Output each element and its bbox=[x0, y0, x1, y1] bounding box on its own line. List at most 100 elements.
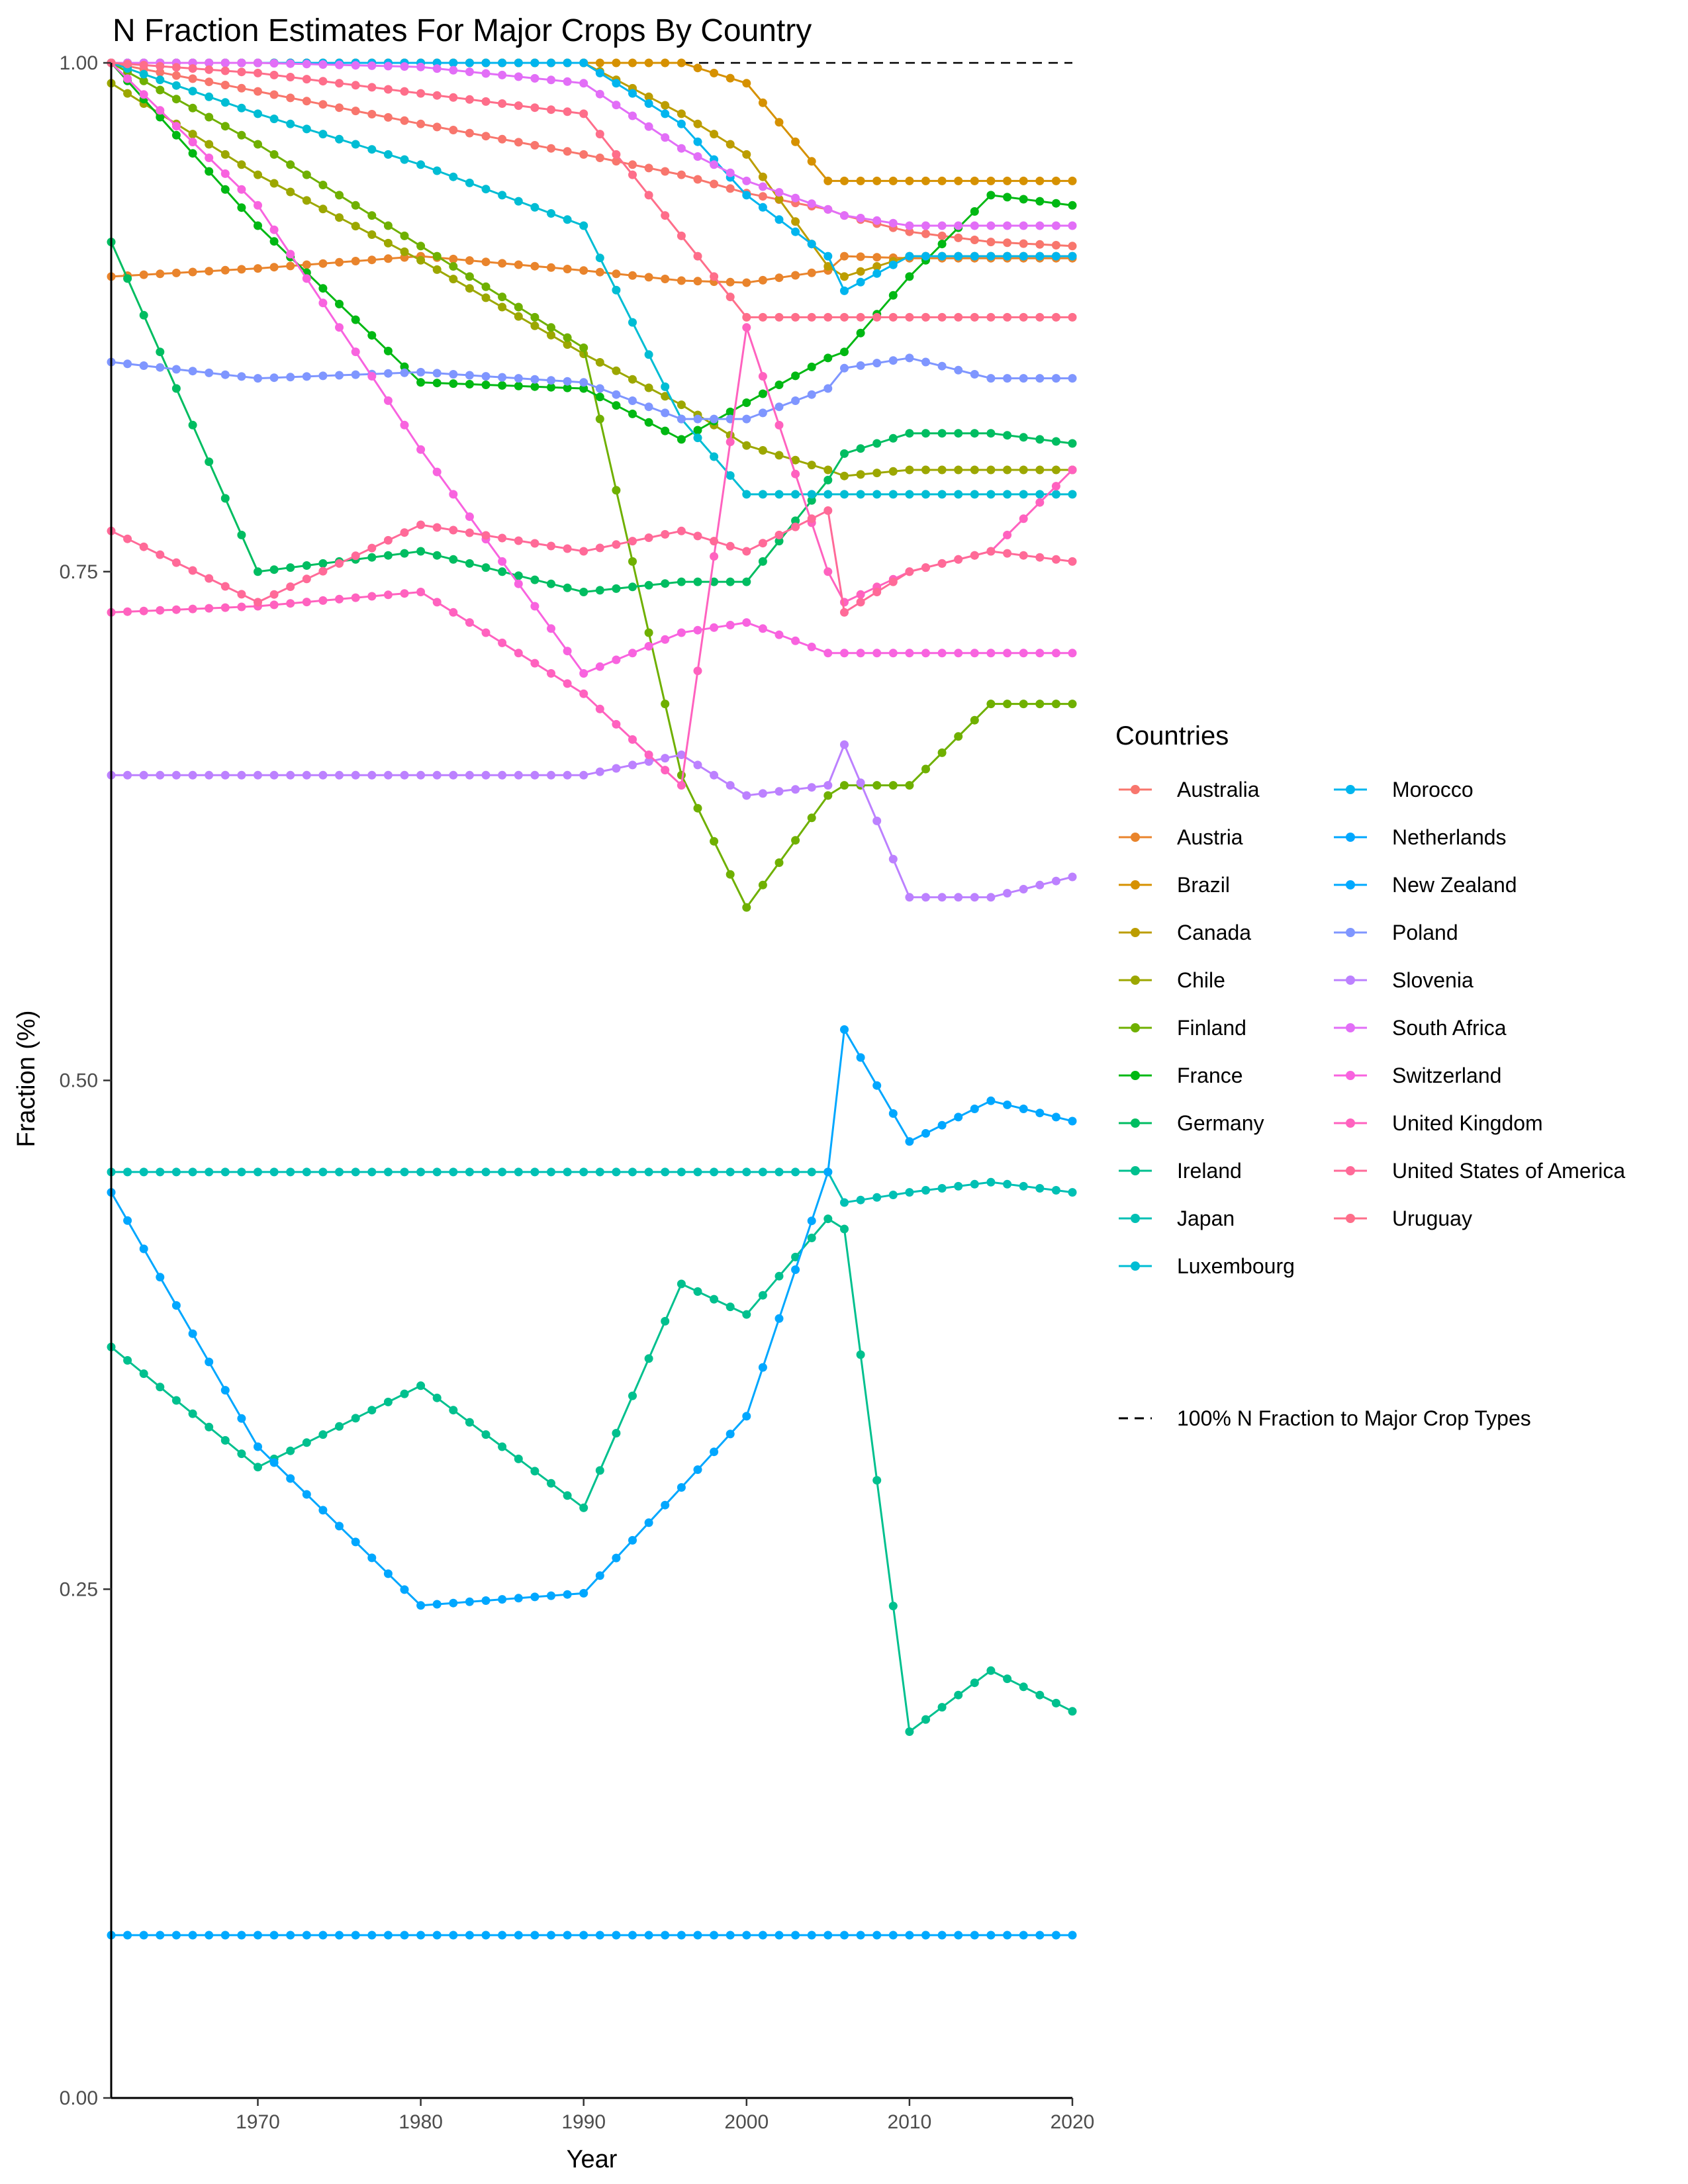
data-point bbox=[595, 267, 604, 277]
data-point bbox=[156, 550, 165, 559]
data-point bbox=[612, 269, 621, 279]
data-point bbox=[791, 396, 800, 405]
data-point bbox=[595, 89, 604, 99]
data-point bbox=[677, 400, 686, 410]
data-point bbox=[171, 95, 181, 104]
data-point bbox=[400, 62, 409, 71]
data-point bbox=[726, 168, 735, 177]
data-point bbox=[318, 559, 328, 568]
data-point bbox=[237, 160, 246, 169]
data-point bbox=[498, 381, 507, 390]
data-point bbox=[986, 238, 996, 247]
data-point bbox=[383, 85, 393, 94]
data-point bbox=[237, 130, 246, 140]
data-point bbox=[465, 1418, 474, 1427]
data-point bbox=[335, 770, 344, 780]
data-point bbox=[156, 68, 165, 77]
data-point bbox=[205, 574, 214, 583]
data-point bbox=[823, 262, 833, 271]
data-point bbox=[530, 1467, 539, 1476]
data-point bbox=[498, 302, 507, 312]
data-point bbox=[986, 649, 996, 658]
legend-key-point bbox=[1131, 833, 1140, 842]
data-point bbox=[432, 166, 442, 175]
data-point bbox=[595, 154, 604, 162]
data-point bbox=[237, 1449, 246, 1459]
legend-item: Slovenia bbox=[1334, 968, 1474, 992]
data-point bbox=[156, 347, 165, 357]
legend-label: Finland bbox=[1177, 1016, 1246, 1040]
data-point bbox=[791, 490, 800, 499]
data-point bbox=[1051, 1186, 1060, 1195]
data-point bbox=[237, 68, 246, 77]
data-point bbox=[286, 1167, 295, 1177]
data-point bbox=[335, 191, 344, 200]
data-point bbox=[758, 172, 767, 181]
data-point bbox=[742, 176, 751, 185]
data-point bbox=[563, 1590, 572, 1599]
data-point bbox=[1035, 1931, 1045, 1940]
data-point bbox=[840, 608, 849, 617]
data-point bbox=[774, 402, 784, 412]
data-point bbox=[351, 81, 360, 90]
data-point bbox=[1019, 490, 1028, 499]
data-point bbox=[481, 58, 491, 68]
series-slovenia bbox=[107, 740, 1077, 902]
data-point bbox=[758, 312, 767, 322]
data-point bbox=[481, 185, 491, 194]
data-point bbox=[823, 205, 833, 214]
data-point bbox=[612, 719, 621, 729]
data-point bbox=[693, 1465, 702, 1475]
data-point bbox=[628, 649, 637, 658]
data-point bbox=[432, 265, 442, 274]
data-point bbox=[644, 1931, 653, 1940]
data-point bbox=[628, 760, 637, 770]
legend-item: Austria bbox=[1119, 825, 1243, 849]
data-point bbox=[302, 598, 311, 607]
data-point bbox=[807, 1216, 816, 1226]
data-point bbox=[514, 374, 523, 383]
data-point bbox=[661, 167, 670, 176]
data-point bbox=[970, 1678, 979, 1688]
data-point bbox=[644, 628, 653, 637]
data-point bbox=[351, 1414, 360, 1423]
data-point bbox=[318, 1167, 328, 1177]
data-point bbox=[254, 87, 262, 96]
data-point bbox=[514, 1931, 523, 1940]
data-point bbox=[595, 1571, 604, 1580]
data-point bbox=[986, 374, 996, 383]
data-point bbox=[432, 64, 442, 73]
legend-label: Chile bbox=[1177, 968, 1225, 992]
data-point bbox=[514, 536, 523, 545]
data-point bbox=[872, 588, 882, 596]
series-line bbox=[111, 62, 1072, 182]
data-point bbox=[612, 486, 621, 495]
data-point bbox=[563, 544, 572, 553]
data-point bbox=[254, 68, 262, 77]
data-point bbox=[628, 409, 637, 418]
data-point bbox=[1003, 1100, 1012, 1109]
data-point bbox=[921, 251, 930, 261]
data-point bbox=[726, 140, 735, 149]
data-point bbox=[367, 372, 377, 381]
data-point bbox=[644, 1354, 653, 1363]
legend-label: Slovenia bbox=[1392, 968, 1474, 992]
data-point bbox=[644, 642, 653, 651]
data-point bbox=[872, 1193, 882, 1202]
data-point bbox=[823, 312, 833, 322]
legend-label: Japan bbox=[1177, 1206, 1235, 1230]
data-point bbox=[677, 751, 686, 759]
data-point bbox=[872, 312, 882, 322]
data-point bbox=[432, 551, 442, 560]
data-point bbox=[449, 1598, 458, 1608]
data-point bbox=[318, 1506, 328, 1515]
data-point bbox=[465, 559, 474, 568]
data-point bbox=[318, 1430, 328, 1439]
series-south-africa bbox=[107, 58, 1077, 230]
data-point bbox=[742, 1310, 751, 1319]
legend-reference-line: 100% N Fraction to Major Crop Types bbox=[1119, 1406, 1531, 1430]
data-point bbox=[1019, 465, 1028, 475]
data-point bbox=[481, 257, 491, 267]
legend-label-reference: 100% N Fraction to Major Crop Types bbox=[1177, 1406, 1531, 1430]
data-point bbox=[269, 90, 279, 99]
